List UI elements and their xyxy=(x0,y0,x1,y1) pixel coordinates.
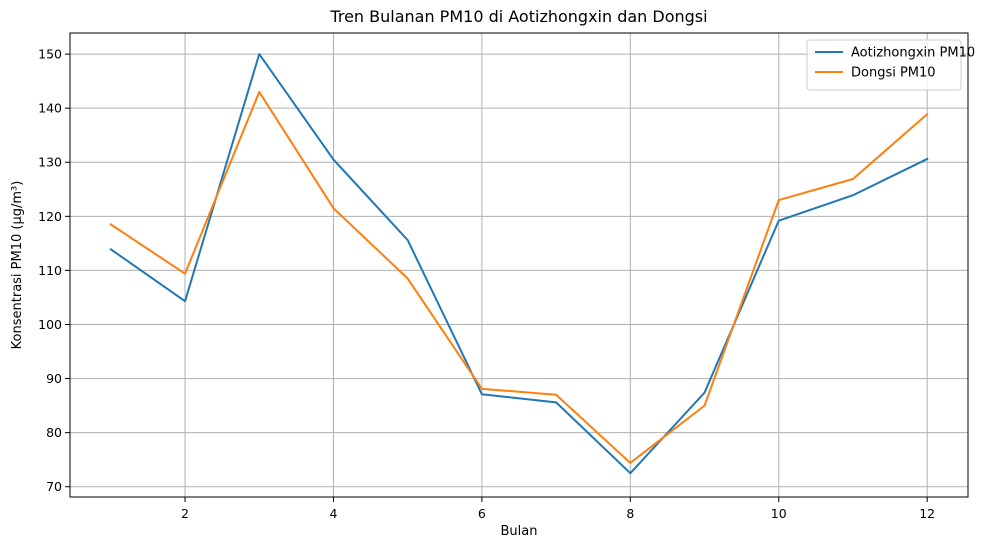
y-tick-label: 70 xyxy=(46,479,62,494)
legend: Aotizhongxin PM10 Dongsi PM10 xyxy=(806,39,975,91)
legend-label: Dongsi PM10 xyxy=(851,66,936,81)
x-tick-label: 12 xyxy=(919,506,935,521)
y-tick-label: 150 xyxy=(38,47,62,62)
series-line-dongsi-pm10 xyxy=(109,90,929,464)
x-tick-label: 2 xyxy=(181,506,189,521)
series-lines xyxy=(109,53,929,475)
y-tick-label: 100 xyxy=(38,317,62,332)
series-line-aotizhongxin-pm10 xyxy=(109,53,929,475)
y-tick-label: 140 xyxy=(38,101,62,116)
y-tick-label: 90 xyxy=(46,371,62,386)
x-tick-label: 6 xyxy=(478,506,486,521)
x-tick-label: 4 xyxy=(329,506,337,521)
x-axis-label: Bulan xyxy=(501,524,538,539)
x-tick-label: 8 xyxy=(626,506,634,521)
y-axis-label: Konsentrasi PM10 (µg/m³) xyxy=(10,181,25,350)
y-tick-label: 110 xyxy=(38,263,62,278)
legend-box xyxy=(806,39,962,91)
grid-lines xyxy=(70,33,968,497)
x-tick-label: 10 xyxy=(771,506,787,521)
axis-ticks: 2 4 6 8 10 12 70 80 90 100 110 120 130 140 150 xyxy=(38,47,935,521)
y-tick-label: 80 xyxy=(46,425,62,440)
y-tick-label: 130 xyxy=(38,155,62,170)
plot-frame xyxy=(69,32,969,498)
chart-title: Tren Bulanan PM10 di Aotizhongxin dan Do… xyxy=(329,7,707,26)
y-tick-label: 120 xyxy=(38,209,62,224)
legend-label: Aotizhongxin PM10 xyxy=(851,46,975,61)
